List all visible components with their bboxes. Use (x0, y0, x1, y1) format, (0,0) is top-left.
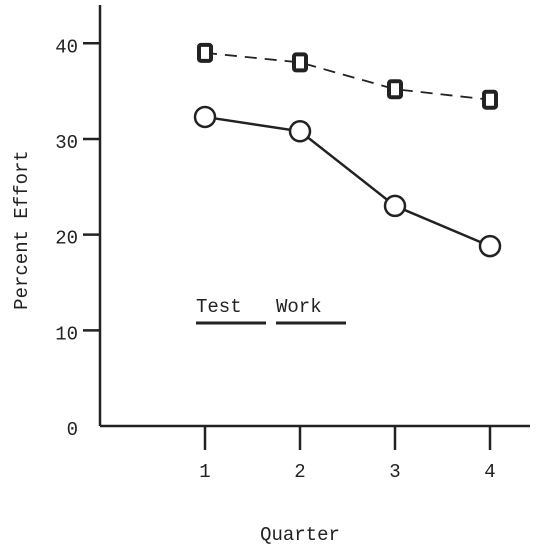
series-line (204, 115, 491, 248)
point (197, 42, 213, 63)
point (383, 194, 407, 218)
y-tick-label: 10 (55, 323, 78, 345)
legend-label: Test (196, 296, 242, 318)
point (387, 79, 403, 100)
y-tick-label: 40 (55, 36, 78, 58)
point (288, 120, 312, 143)
y-tick-label: 20 (55, 228, 78, 250)
x-tick-label: 1 (199, 461, 210, 483)
series-line (204, 51, 491, 101)
point (482, 89, 498, 110)
point (193, 105, 217, 129)
x-axis-label: Quarter (260, 524, 340, 546)
y-tick-label: 0 (67, 419, 78, 441)
point (292, 52, 308, 73)
x-tick-label: 3 (389, 461, 400, 483)
y-axis-label: Percent Effort (11, 150, 33, 310)
x-tick-label: 2 (294, 461, 305, 483)
x-tick-label: 4 (484, 461, 495, 483)
point (478, 234, 502, 258)
y-tick-label: 30 (55, 132, 78, 154)
legend-label: Work (276, 296, 322, 318)
